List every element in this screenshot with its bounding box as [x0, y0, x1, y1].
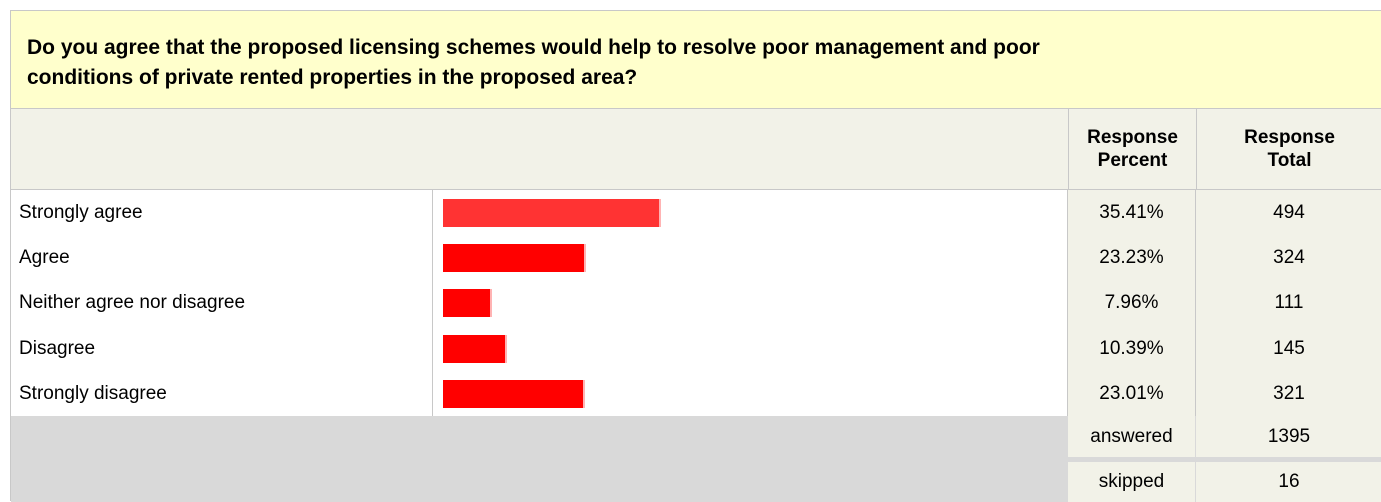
response-row: Strongly disagree 23.01% 321 — [11, 371, 1381, 418]
survey-question-table: Do you agree that the proposed licensing… — [10, 10, 1381, 502]
answered-row: answered 1395 — [1068, 416, 1381, 458]
header-response-total-line-1: Response — [1244, 127, 1335, 148]
header-response-percent-line-2: Percent — [1097, 150, 1168, 171]
response-bar — [443, 199, 661, 227]
question-line-2: conditions of private rented properties … — [27, 66, 638, 89]
bar-cell — [433, 280, 1068, 326]
response-bar — [443, 244, 586, 272]
response-row: Neither agree nor disagree 7.96% 111 — [11, 280, 1381, 326]
response-row: Agree 23.23% 324 — [11, 235, 1381, 281]
response-bar — [443, 380, 585, 408]
response-option-label: Strongly disagree — [11, 371, 433, 417]
response-option-label: Neither agree nor disagree — [11, 280, 433, 326]
response-total-value: 494 — [1196, 190, 1381, 236]
response-percent-value: 23.23% — [1068, 235, 1196, 281]
skipped-row: skipped 16 — [1068, 462, 1381, 502]
response-total-value: 145 — [1196, 326, 1381, 372]
header-response-percent-line-1: Response — [1087, 127, 1178, 148]
response-option-label: Strongly agree — [11, 190, 433, 236]
bar-cell — [433, 326, 1068, 372]
skipped-label: skipped — [1068, 462, 1196, 502]
response-option-label: Disagree — [11, 326, 433, 372]
response-total-value: 321 — [1196, 371, 1381, 417]
column-header-row: Response Percent Response Total — [11, 109, 1381, 190]
answered-label: answered — [1068, 416, 1196, 457]
response-total-value: 324 — [1196, 235, 1381, 281]
response-percent-value: 35.41% — [1068, 190, 1196, 236]
skipped-value: 16 — [1278, 471, 1300, 492]
response-percent-value: 23.01% — [1068, 371, 1196, 417]
header-response-total-line-2: Total — [1267, 150, 1312, 171]
response-percent-value: 10.39% — [1068, 326, 1196, 372]
response-bar — [443, 335, 507, 363]
bar-cell — [433, 371, 1068, 417]
answered-value: 1395 — [1267, 425, 1311, 447]
question-title: Do you agree that the proposed licensing… — [11, 11, 1381, 109]
response-total-value: 111 — [1196, 280, 1381, 326]
response-row: Disagree 10.39% 145 — [11, 326, 1381, 372]
question-line-1: Do you agree that the proposed licensing… — [27, 36, 1040, 59]
response-bar — [443, 289, 492, 317]
summary-footer: answered 1395 skipped 16 — [11, 416, 1381, 502]
response-percent-value: 7.96% — [1068, 280, 1196, 326]
response-option-label: Agree — [11, 235, 433, 281]
header-response-percent: Response Percent — [1068, 109, 1196, 189]
bar-cell — [433, 190, 1068, 236]
header-response-total: Response Total — [1196, 109, 1381, 189]
bar-cell — [433, 235, 1068, 281]
response-row: Strongly agree 35.41% 494 — [11, 190, 1381, 236]
